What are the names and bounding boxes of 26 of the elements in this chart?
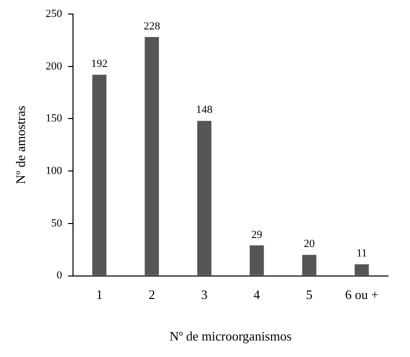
bar: [250, 245, 264, 276]
y-tick-label: 150: [46, 112, 63, 125]
x-tick-label: 1: [96, 287, 103, 302]
bar: [144, 37, 159, 276]
data-label: 228: [144, 20, 161, 32]
x-tick-label: 3: [201, 287, 208, 302]
y-tick-label: 0: [56, 270, 63, 282]
data-label: 192: [91, 58, 108, 70]
x-tick-label: 6 ou +: [345, 287, 378, 302]
x-tick-label: 4: [254, 287, 261, 302]
bar: [302, 254, 316, 276]
data-label: 20: [304, 238, 316, 250]
bar: [197, 120, 212, 276]
data-label: 148: [196, 104, 214, 116]
x-axis-title: Nº de microorganismos: [169, 328, 292, 344]
x-tick-label: 2: [148, 287, 156, 302]
y-tick-label: 250: [46, 8, 63, 20]
data-label: 11: [356, 248, 368, 260]
y-axis-title: Nº de amostras: [13, 106, 28, 184]
y-tick-label: 200: [46, 60, 63, 72]
bar: [92, 74, 106, 276]
y-tick-label: 100: [46, 164, 63, 177]
x-tick-label: 5: [306, 287, 313, 302]
data-label: 29: [251, 228, 263, 241]
bar: [354, 264, 369, 276]
y-tick-label: 50: [51, 217, 63, 230]
